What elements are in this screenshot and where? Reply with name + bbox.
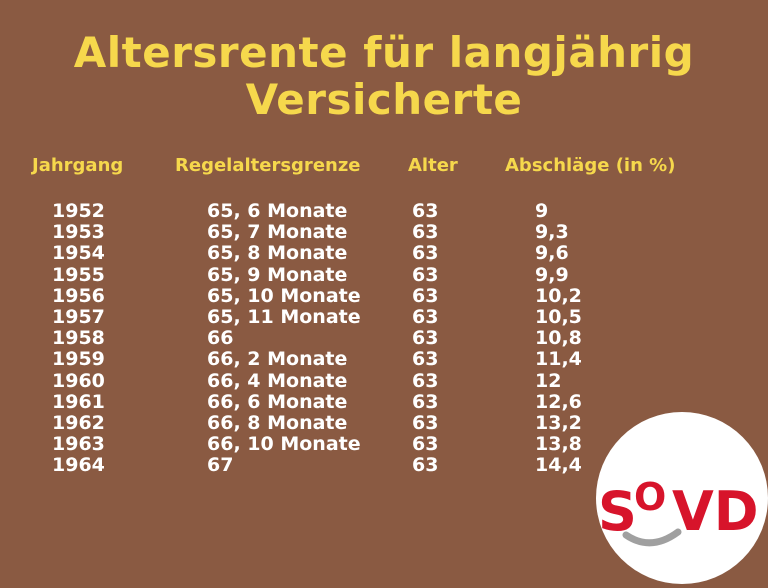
cell-jahrgang: 1963 [52, 433, 105, 456]
cell-regel: 66, 6 Monate [207, 390, 348, 413]
cell-regel: 65, 7 Monate [207, 221, 348, 244]
header-alter: Alter [408, 155, 458, 176]
cell-alter: 63 [412, 454, 439, 477]
sovd-logo: S O VD [596, 412, 768, 584]
cell-abschlag: 14,4 [535, 454, 582, 477]
cell-abschlag: 10,2 [535, 284, 582, 307]
cell-alter: 63 [412, 305, 439, 328]
cell-jahrgang: 1953 [52, 221, 105, 244]
cell-regel: 65, 6 Monate [207, 200, 348, 222]
cell-alter: 63 [412, 200, 439, 222]
cell-abschlag: 10,5 [535, 305, 582, 328]
cell-jahrgang: 1956 [52, 284, 105, 307]
cell-abschlag: 12 [535, 369, 562, 392]
cell-jahrgang: 1955 [52, 263, 105, 286]
cell-abschlag: 12,6 [535, 390, 582, 413]
column-alter: 63 63 63 63 63 63 63 63 63 63 63 63 63 [412, 200, 439, 477]
cell-abschlag: 9,3 [535, 221, 569, 244]
cell-regel: 65, 11 Monate [207, 305, 361, 328]
cell-alter: 63 [412, 327, 439, 350]
svg-text:O: O [634, 475, 666, 519]
cell-regel: 66, 8 Monate [207, 411, 348, 434]
cell-abschlag: 13,8 [535, 433, 582, 456]
cell-jahrgang: 1960 [52, 369, 105, 392]
cell-alter: 63 [412, 433, 439, 456]
header-jahrgang: Jahrgang [32, 155, 124, 176]
cell-alter: 63 [412, 242, 439, 265]
cell-alter: 63 [412, 411, 439, 434]
cell-jahrgang: 1958 [52, 327, 105, 350]
cell-regel: 65, 8 Monate [207, 242, 348, 265]
cell-alter: 63 [412, 348, 439, 371]
column-jahrgang: 1952 1953 1954 1955 1956 1957 1958 1959 1960 1961… [52, 200, 105, 477]
cell-abschlag: 9 [535, 200, 549, 222]
cell-regel: 66, 10 Monate [207, 433, 361, 456]
cell-abschlag: 9,9 [535, 263, 569, 286]
cell-jahrgang: 1964 [52, 454, 105, 477]
svg-text:VD: VD [672, 480, 759, 543]
cell-regel: 65, 10 Monate [207, 284, 361, 307]
header-regelaltersgrenze: Regelaltersgrenze [175, 155, 361, 176]
cell-jahrgang: 1961 [52, 390, 105, 413]
cell-abschlag: 10,8 [535, 327, 582, 350]
cell-regel: 66 [207, 327, 234, 350]
cell-jahrgang: 1954 [52, 242, 105, 265]
cell-alter: 63 [412, 284, 439, 307]
cell-abschlag: 9,6 [535, 242, 569, 265]
cell-jahrgang: 1959 [52, 348, 105, 371]
cell-jahrgang: 1952 [52, 200, 105, 222]
sovd-logo-icon: S O VD [598, 475, 759, 547]
cell-abschlag: 13,2 [535, 411, 582, 434]
column-abschlaege: 9 9,3 9,6 9,9 10,2 10,5 10,8 11,4 12 12,6 13,2 13,8… [535, 200, 582, 477]
header-abschlaege: Abschläge (in %) [505, 155, 676, 176]
cell-alter: 63 [412, 263, 439, 286]
cell-abschlag: 11,4 [535, 348, 582, 371]
cell-jahrgang: 1962 [52, 411, 105, 434]
svg-text:S: S [598, 480, 637, 543]
title-line-2: Versicherte [245, 75, 523, 124]
cell-regel: 65, 9 Monate [207, 263, 348, 286]
cell-alter: 63 [412, 390, 439, 413]
title-line-1: Altersrente für langjährig [73, 28, 695, 77]
cell-alter: 63 [412, 369, 439, 392]
cell-regel: 66, 4 Monate [207, 369, 348, 392]
cell-alter: 63 [412, 221, 439, 244]
cell-regel: 67 [207, 454, 234, 477]
cell-jahrgang: 1957 [52, 305, 105, 328]
cell-regel: 66, 2 Monate [207, 348, 348, 371]
column-regelaltersgrenze: 65, 6 Monate 65, 7 Monate 65, 8 Monate 65, … [207, 200, 361, 477]
